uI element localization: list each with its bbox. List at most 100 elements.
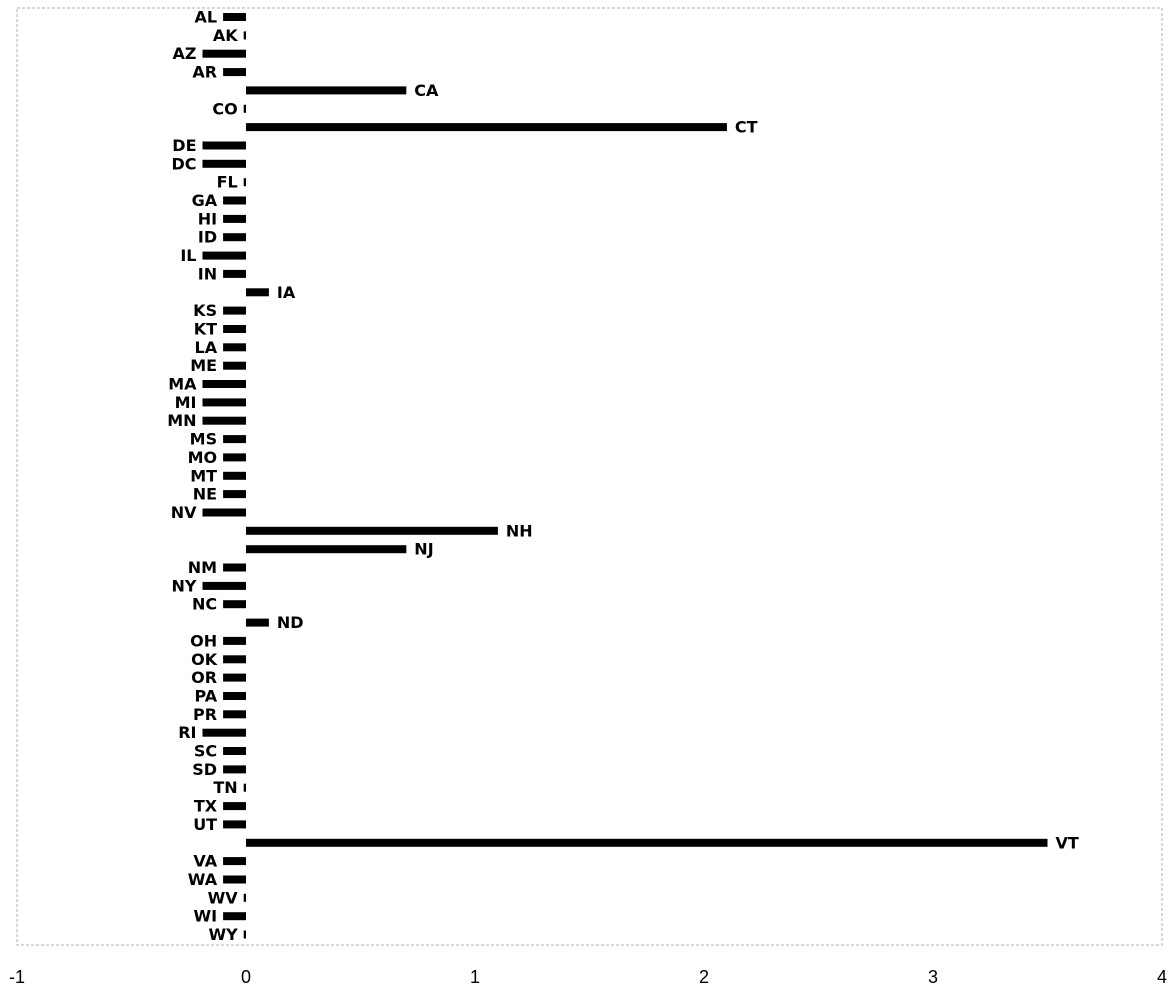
bar-ia <box>246 288 269 297</box>
bar-va <box>223 857 246 866</box>
bar-label-ma: MA <box>168 375 197 394</box>
bar-ne <box>223 490 246 499</box>
bar-ny <box>202 581 246 590</box>
bar-fl <box>243 178 246 187</box>
bar-label-ca: CA <box>414 81 439 100</box>
bar-hi <box>223 214 246 223</box>
bar-label-me: ME <box>190 356 217 375</box>
x-tick-label: 2 <box>699 967 709 987</box>
bar-label-ut: UT <box>193 815 217 834</box>
bar-vt <box>246 838 1048 847</box>
bar-label-nj: NJ <box>414 540 433 559</box>
x-tick-label: 0 <box>241 967 251 987</box>
bar-mt <box>223 471 246 480</box>
bar-label-il: IL <box>180 246 196 265</box>
bar-ms <box>223 435 246 444</box>
bar-tn <box>243 783 246 792</box>
bar-nh <box>246 526 498 535</box>
bar-in <box>223 269 246 278</box>
bar-mo <box>223 453 246 462</box>
bar-label-la: LA <box>195 338 218 357</box>
bar-ar <box>223 68 246 77</box>
bar-label-al: AL <box>195 8 218 27</box>
bar-ks <box>223 306 246 315</box>
bar-nj <box>246 545 407 554</box>
bar-sc <box>223 747 246 755</box>
x-tick-label: 4 <box>1157 967 1167 987</box>
bar-label-wa: WA <box>188 870 218 889</box>
bar-label-ar: AR <box>192 63 217 82</box>
bar-wy <box>243 930 246 939</box>
bar-label-id: ID <box>198 228 217 247</box>
bar-mn <box>202 416 246 425</box>
bar-ok <box>223 655 246 664</box>
bar-label-co: CO <box>212 99 237 118</box>
bar-label-ia: IA <box>277 283 296 302</box>
bar-ga <box>223 196 246 205</box>
bar-ca <box>246 86 407 95</box>
bar-nc <box>223 600 246 609</box>
bar-label-oh: OH <box>190 631 217 650</box>
bar-label-va: VA <box>193 852 217 871</box>
bar-mi <box>202 398 246 407</box>
bar-az <box>202 49 246 58</box>
bar-label-wv: WV <box>208 888 239 907</box>
bar-co <box>243 104 246 113</box>
bar-label-nv: NV <box>171 503 197 522</box>
bar-sd <box>223 765 246 774</box>
bar-label-pa: PA <box>194 687 217 706</box>
bar-label-mi: MI <box>175 393 197 412</box>
bar-il <box>202 251 246 260</box>
bar-ri <box>202 728 246 737</box>
bar-ct <box>246 123 727 132</box>
x-tick-label: -1 <box>9 967 25 987</box>
bar-label-ok: OK <box>191 650 218 669</box>
x-tick-labels: -1 0 1 2 3 4 <box>9 967 1167 987</box>
bar-label-ks: KS <box>193 301 217 320</box>
bar-label-or: OR <box>191 668 217 687</box>
bar-label-de: DE <box>172 136 196 155</box>
bar-al <box>223 13 246 21</box>
bar-label-sc: SC <box>194 742 217 761</box>
bar-oh <box>223 636 246 645</box>
bars-group <box>202 13 1048 939</box>
bar-label-hi: HI <box>198 209 217 228</box>
bar-label-vt: VT <box>1056 833 1079 852</box>
bar-wi <box>223 912 246 921</box>
bar-nv <box>202 508 246 517</box>
bar-label-wi: WI <box>193 907 217 926</box>
bar-label-az: AZ <box>173 44 197 63</box>
bar-ak <box>243 31 246 40</box>
bar-label-pr: PR <box>193 705 217 724</box>
bar-nm <box>223 563 246 572</box>
bar-label-kt: KT <box>194 320 217 339</box>
bar-label-in: IN <box>198 264 217 283</box>
bar-label-nc: NC <box>192 595 217 614</box>
bar-pa <box>223 692 246 700</box>
bar-kt <box>223 325 246 333</box>
bar-label-ri: RI <box>178 723 196 742</box>
bar-label-ga: GA <box>192 191 218 210</box>
bar-label-nh: NH <box>506 521 533 540</box>
bar-pr <box>223 710 246 719</box>
bar-label-mo: MO <box>188 448 218 467</box>
x-tick-label: 1 <box>470 967 480 987</box>
bar-wv <box>243 893 246 902</box>
bar-label-ne: NE <box>193 485 217 504</box>
bar-label-ny: NY <box>172 576 197 595</box>
bar-label-mt: MT <box>190 466 217 485</box>
bar-wa <box>223 875 246 884</box>
bar-label-ct: CT <box>735 118 758 137</box>
bar-ut <box>223 820 246 829</box>
bar-label-fl: FL <box>217 173 238 192</box>
bar-label-sd: SD <box>192 760 217 779</box>
bar-label-ms: MS <box>190 430 217 449</box>
bar-me <box>223 361 246 370</box>
bar-label-tn: TN <box>213 778 237 797</box>
x-tick-label: 3 <box>928 967 938 987</box>
bar-tx <box>223 802 246 811</box>
bar-label-ak: AK <box>213 26 238 45</box>
bar-label-wy: WY <box>208 925 238 944</box>
